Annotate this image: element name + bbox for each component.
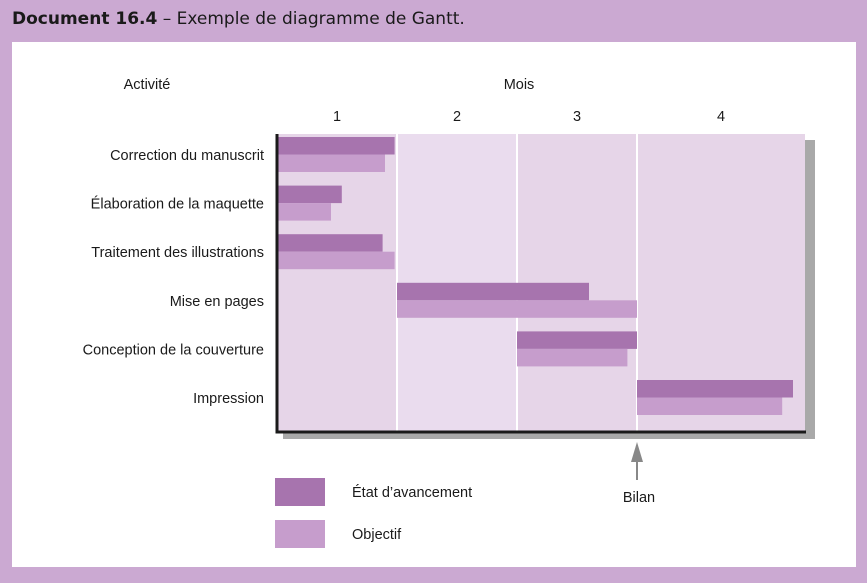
category-label: Impression bbox=[193, 391, 264, 407]
gantt-bar bbox=[637, 397, 783, 415]
bilan-arrow-head bbox=[631, 442, 643, 462]
category-label: Traitement des illustrations bbox=[91, 245, 264, 261]
gantt-bar bbox=[277, 137, 395, 155]
gantt-bar bbox=[277, 185, 342, 204]
gantt-bar bbox=[277, 203, 331, 221]
document-caption: Document 16.4 – Exemple de diagramme de … bbox=[12, 9, 465, 29]
gantt-bar bbox=[397, 300, 637, 318]
caption-separator: – bbox=[157, 9, 177, 29]
x-tick-label: 1 bbox=[333, 109, 341, 125]
x-tick-label: 4 bbox=[717, 109, 725, 125]
legend-swatch bbox=[275, 478, 325, 506]
x-header: Mois bbox=[504, 77, 535, 93]
gantt-bar bbox=[277, 251, 395, 270]
gantt-bar bbox=[397, 282, 589, 301]
category-label: Conception de la couverture bbox=[83, 342, 264, 358]
gantt-bar bbox=[517, 348, 628, 367]
legend-swatch bbox=[275, 520, 325, 548]
x-tick-label: 2 bbox=[453, 109, 461, 125]
category-label: Correction du manuscrit bbox=[110, 148, 264, 164]
gantt-bar bbox=[517, 331, 637, 349]
category-label: Élaboration de la maquette bbox=[91, 196, 264, 213]
document-title: Exemple de diagramme de Gantt. bbox=[176, 9, 465, 29]
legend-label: Objectif bbox=[352, 527, 402, 543]
annotation-label: Bilan bbox=[623, 490, 655, 506]
plot-shadow-bottom bbox=[283, 432, 815, 439]
chart-panel: Activité Mois 1 2 3 4 Correction du manuscrit É… bbox=[12, 42, 856, 567]
gantt-chart: Activité Mois 1 2 3 4 Correction du manuscrit É… bbox=[83, 77, 815, 548]
gantt-bar bbox=[637, 380, 793, 398]
gantt-bar bbox=[277, 154, 385, 172]
x-tick-label: 3 bbox=[573, 109, 581, 125]
gantt-bar bbox=[277, 234, 383, 252]
document-label: Document 16.4 bbox=[12, 9, 158, 29]
category-label: Mise en pages bbox=[170, 294, 264, 310]
plot-shadow-right bbox=[805, 140, 815, 432]
legend-label: État d’avancement bbox=[352, 484, 472, 501]
category-header: Activité bbox=[124, 77, 171, 93]
